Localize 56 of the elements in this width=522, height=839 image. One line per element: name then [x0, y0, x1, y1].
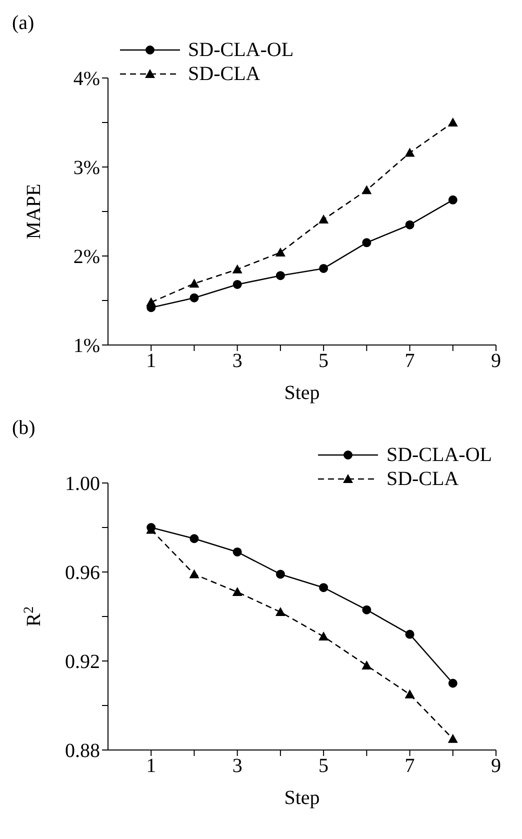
point: [448, 118, 458, 126]
point: [362, 185, 372, 194]
legend-label: SD-CLA: [386, 467, 459, 491]
point: [448, 195, 458, 204]
y-tick-label: 0.96: [65, 562, 100, 584]
y-axis-title: MAPE: [23, 184, 45, 240]
x-tick-label: 7: [404, 755, 415, 778]
point: [146, 297, 156, 306]
x-axis-title: Step: [284, 787, 320, 809]
x-tick-label: 7: [404, 350, 415, 372]
legend-label: SD-CLA-OL: [386, 443, 492, 467]
y-tick-label: 1.00: [65, 473, 100, 496]
point: [405, 630, 414, 639]
point: [232, 587, 242, 596]
x-tick-label: 5: [318, 350, 329, 372]
chart-title: (a): [12, 12, 34, 35]
point: [276, 570, 285, 579]
x-tick-label: 3: [232, 755, 242, 778]
point: [404, 148, 415, 157]
y-tick-label: 4%: [73, 68, 100, 90]
point: [276, 271, 285, 280]
point: [448, 678, 458, 688]
y-tick-label: 3%: [73, 157, 100, 180]
x-tick-label: 5: [318, 755, 329, 778]
point: [232, 547, 242, 556]
point: [362, 238, 372, 248]
point: [189, 278, 200, 288]
point: [362, 605, 372, 614]
point: [190, 293, 199, 302]
point: [189, 569, 200, 578]
x-tick-label: 3: [232, 350, 242, 372]
legend-label: SD-CLA: [188, 62, 260, 86]
point: [275, 607, 286, 616]
point: [404, 689, 415, 698]
point: [405, 220, 414, 230]
x-tick-label: 1: [146, 755, 156, 778]
y-tick-label: 0.92: [65, 651, 100, 674]
y-tick-label: 0.88: [65, 740, 100, 762]
point: [232, 280, 242, 289]
point: [318, 214, 329, 224]
legend-label: SD-CLA-OL: [188, 38, 294, 62]
point: [319, 264, 328, 273]
chart-title: (b): [12, 417, 36, 440]
point: [232, 264, 242, 274]
point: [275, 247, 286, 256]
x-tick-label: 9: [491, 755, 501, 778]
point: [448, 734, 458, 743]
point: [362, 660, 372, 670]
x-tick-label: 9: [491, 350, 501, 372]
x-axis-title: Step: [284, 382, 320, 404]
point: [319, 583, 328, 592]
point: [190, 534, 199, 544]
y-tick-label: 1%: [73, 335, 100, 358]
y-tick-label: 2%: [73, 246, 100, 268]
x-tick-label: 1: [146, 350, 156, 372]
point: [318, 632, 329, 641]
